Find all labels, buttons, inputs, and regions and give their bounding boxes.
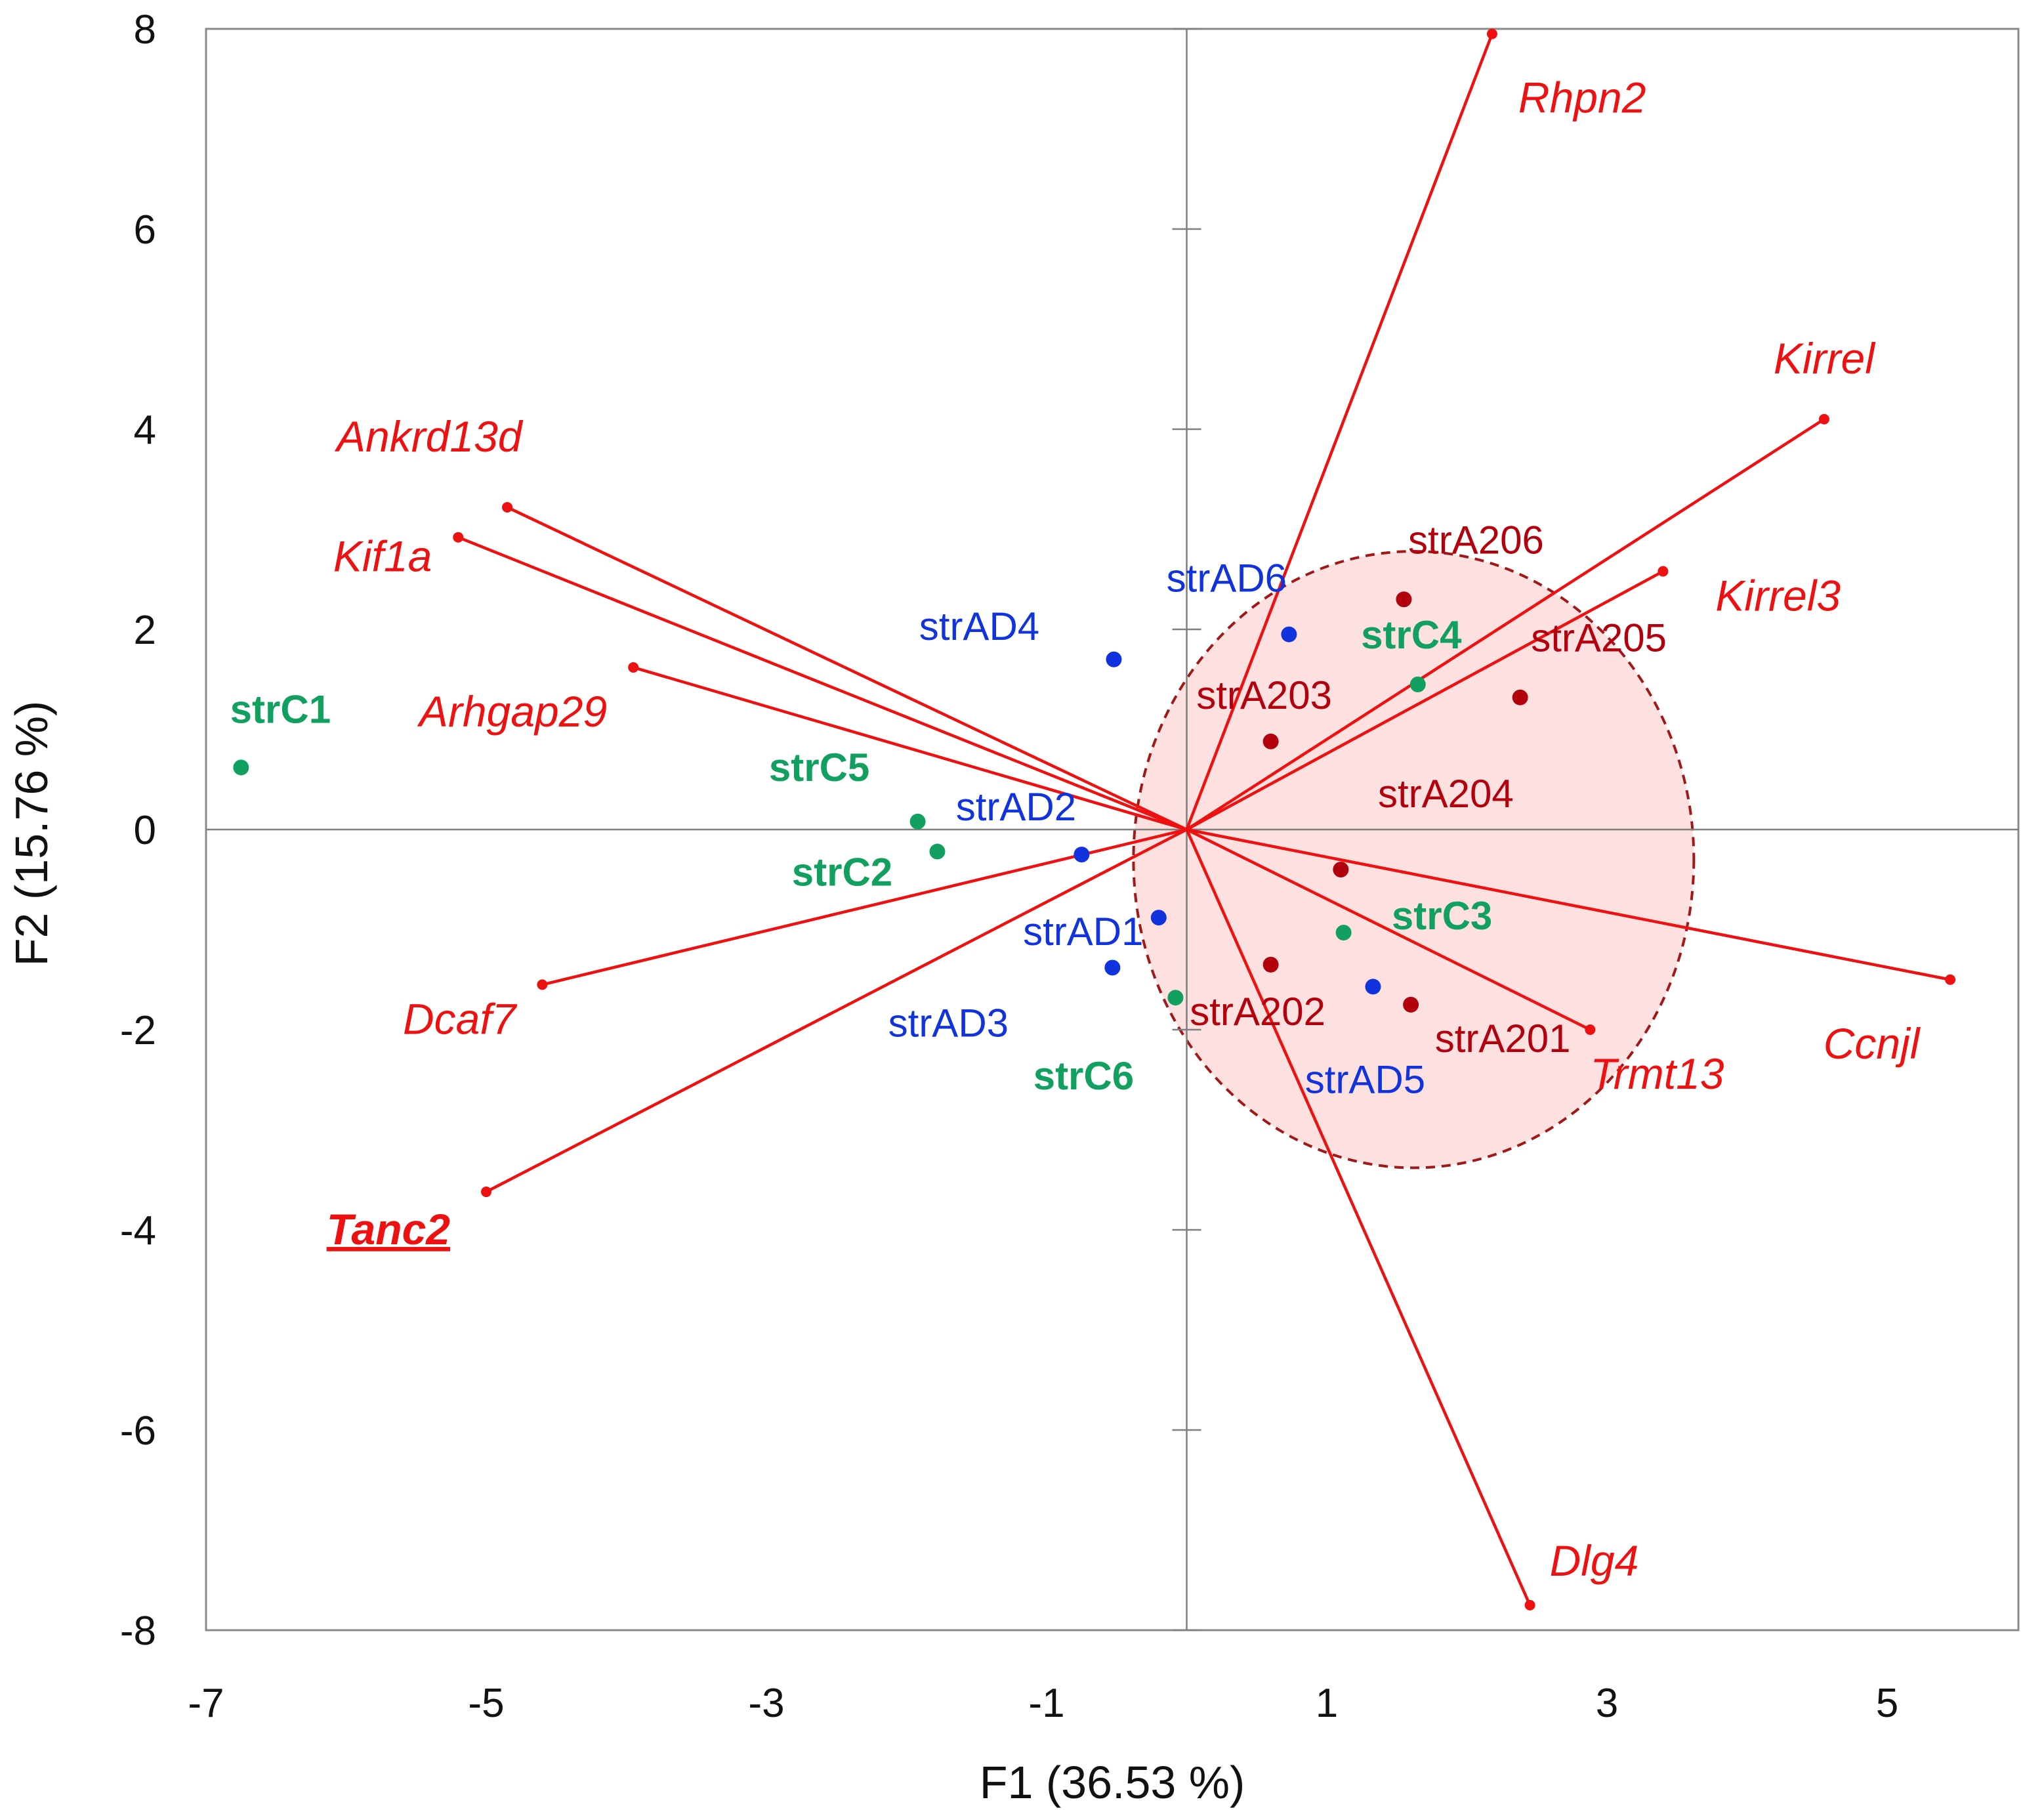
scatter-point (233, 759, 249, 776)
scatter-point (1403, 996, 1419, 1013)
scatter-point (1262, 956, 1279, 973)
y-tick-label: 4 (134, 408, 156, 453)
point-label: strAD5 (1305, 1057, 1425, 1101)
scatter-point (909, 813, 926, 830)
point-label: strC2 (792, 851, 892, 894)
scatter-point (1409, 676, 1426, 692)
vector-line (1185, 33, 1494, 830)
vector-tip (502, 501, 513, 513)
point-label: strA205 (1531, 616, 1667, 660)
point-label: strAD4 (919, 604, 1039, 648)
vector-label: Kirrel3 (1715, 572, 1841, 620)
x-tick-label: -1 (1028, 1681, 1064, 1726)
scatter-point (929, 843, 946, 860)
point-label: strC6 (1033, 1054, 1134, 1098)
scatter-point (1150, 910, 1167, 926)
scatter-point (1104, 959, 1121, 976)
vector-tip (1945, 974, 1956, 985)
vector-tip (481, 1187, 491, 1198)
point-label: strA204 (1378, 772, 1514, 816)
point-label: strAD1 (1023, 910, 1143, 954)
vector-label: Dcaf7 (403, 994, 518, 1043)
vector-tip (1818, 413, 1829, 425)
point-label: strC3 (1392, 894, 1492, 938)
zero-axes (206, 28, 2018, 1631)
vector-label: Kif1a (333, 532, 432, 581)
gene-vectors: Rhpn2 Kirrel Kirrel3 Ccnjl Trmt13 Dlg4 Ankrd13… (327, 28, 1956, 1610)
y-axis-title: F2 (15.76 %) (6, 701, 57, 967)
y-tick-label: 2 (134, 608, 156, 653)
point-label: strC5 (769, 746, 869, 789)
point-label: strC1 (230, 687, 331, 731)
scatter-point (1365, 979, 1381, 995)
vector-line (457, 536, 1188, 831)
y-tick-label: -2 (120, 1008, 156, 1053)
point-label: strAD6 (1167, 557, 1287, 600)
vector-label: Trmt13 (1590, 1049, 1724, 1098)
x-tick-label: 5 (1876, 1681, 1898, 1726)
vector-tip (1658, 566, 1669, 577)
vector-label: Ankrd13d (334, 412, 524, 461)
scatter-point (1167, 990, 1184, 1006)
vector-line (1186, 828, 1951, 981)
point-label: strC4 (1361, 613, 1462, 657)
point-label: strAD2 (956, 785, 1076, 829)
y-tick-label: -8 (120, 1609, 156, 1654)
scatter-point (1281, 626, 1297, 642)
x-tick-label: -5 (468, 1681, 504, 1726)
vector-line (1185, 829, 1532, 1606)
y-tick-label: 8 (134, 7, 156, 53)
y-tick-label: 6 (134, 207, 156, 253)
scatter-point (1074, 847, 1090, 863)
x-axis-title: F1 (36.53 %) (980, 1757, 1245, 1808)
scatter-point (1396, 591, 1412, 608)
vector-label: Ccnjl (1824, 1019, 1921, 1068)
point-label: strA202 (1190, 990, 1325, 1034)
scatter-point (1333, 862, 1349, 877)
vector-tip (1486, 28, 1497, 39)
vector-label: Arhgap29 (417, 687, 607, 736)
vector-tip (628, 662, 639, 673)
point-label: strA201 (1435, 1017, 1571, 1061)
x-tick-label: 3 (1596, 1681, 1618, 1726)
vector-tip (1524, 1599, 1535, 1610)
tick-labels: -7 -5 -3 -1 1 3 5 8 6 4 2 0 -2 -4 -6 -8 (120, 7, 1898, 1726)
vector-tip (453, 532, 464, 543)
vector-label: Tanc2 (327, 1205, 451, 1253)
vector-line (507, 505, 1188, 831)
x-tick-label: -7 (188, 1681, 224, 1726)
vector-line (485, 828, 1188, 1194)
strA2-cluster-ellipse (1132, 550, 1696, 1169)
y-tick-label: -6 (120, 1408, 156, 1454)
vector-line (633, 665, 1188, 831)
y-tick-label: 0 (134, 808, 156, 853)
observation-points: strA206 strA205 strA203 strA204 strA202 strA2… (230, 518, 1667, 1101)
vector-label: Kirrel (1774, 334, 1876, 383)
x-tick-label: 1 (1316, 1681, 1338, 1726)
x-tick-label: -3 (748, 1681, 784, 1726)
scatter-point (1512, 689, 1528, 705)
point-label: strAD3 (888, 1001, 1009, 1045)
vector-tip (537, 979, 548, 990)
point-label: strA206 (1408, 518, 1544, 562)
scatter-point (1262, 733, 1279, 749)
y-tick-label: -4 (120, 1208, 156, 1253)
vector-line (1186, 828, 1591, 1032)
scatter-point (1335, 925, 1352, 941)
vector-label: Dlg4 (1550, 1536, 1639, 1585)
vector-label: Rhpn2 (1518, 74, 1646, 122)
scatter-point (1106, 651, 1122, 667)
point-label: strA203 (1196, 673, 1332, 717)
vector-tip (1585, 1024, 1596, 1035)
vector-line (1186, 417, 1825, 831)
vector-line (1186, 570, 1664, 831)
